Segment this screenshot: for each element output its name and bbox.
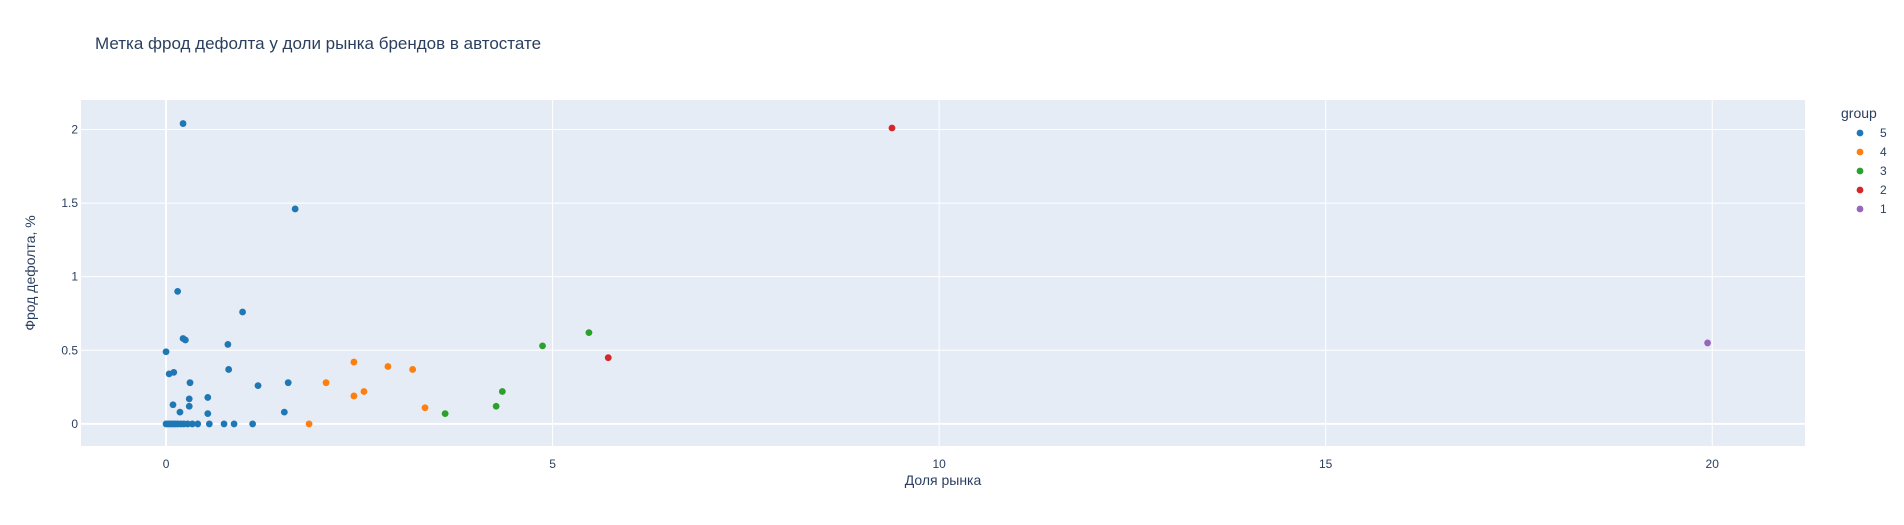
- y-tick-label: 0.5: [61, 343, 78, 357]
- scatter-point[interactable]: [179, 120, 187, 127]
- y-tick-label: 2: [71, 122, 78, 136]
- scatter-point[interactable]: [384, 363, 392, 370]
- scatter-point[interactable]: [539, 342, 546, 350]
- x-tick-label: 0: [163, 457, 170, 471]
- scatter-point[interactable]: [186, 379, 194, 387]
- series-5: [162, 120, 299, 428]
- legend-title: group: [1841, 105, 1877, 121]
- scatter-point[interactable]: [441, 410, 449, 418]
- scatter-point[interactable]: [350, 358, 358, 366]
- scatter-point[interactable]: [162, 348, 170, 356]
- scatter-point[interactable]: [174, 288, 182, 295]
- scatter-point[interactable]: [204, 394, 212, 401]
- series-1: [1704, 339, 1711, 347]
- data-points: [162, 120, 1711, 428]
- scatter-point[interactable]: [225, 366, 233, 373]
- x-tick-label: 5: [549, 457, 556, 471]
- legend-marker: [1856, 167, 1864, 175]
- gridlines: [81, 100, 1805, 446]
- scatter-point[interactable]: [322, 379, 330, 387]
- scatter-point[interactable]: [291, 205, 299, 213]
- scatter-point[interactable]: [604, 354, 612, 362]
- legend-item-2[interactable]: 2: [1856, 183, 1887, 197]
- plot-area: [81, 100, 1805, 446]
- scatter-point[interactable]: [239, 308, 246, 316]
- scatter-point[interactable]: [165, 370, 173, 378]
- scatter-point[interactable]: [220, 420, 228, 428]
- y-tick-label: 0: [71, 417, 78, 431]
- legend[interactable]: group 5 4 3 2 1: [1841, 105, 1887, 216]
- scatter-point[interactable]: [181, 336, 189, 344]
- legend-marker: [1856, 129, 1864, 137]
- x-tick-label: 20: [1706, 457, 1720, 471]
- series-3: [441, 329, 593, 418]
- chart-title: Метка фрод дефолта у доли рынка брендов …: [95, 34, 541, 53]
- y-tick-label: 1.5: [61, 196, 78, 210]
- scatter-point[interactable]: [421, 404, 429, 412]
- scatter-point[interactable]: [305, 420, 313, 428]
- scatter-point[interactable]: [350, 392, 358, 400]
- legend-marker: [1856, 186, 1864, 194]
- scatter-point[interactable]: [254, 382, 262, 390]
- legend-label: 3: [1880, 164, 1887, 178]
- scatter-point[interactable]: [585, 329, 593, 337]
- legend-label: 1: [1880, 202, 1887, 216]
- legend-marker: [1856, 148, 1864, 156]
- scatter-point[interactable]: [284, 379, 292, 387]
- scatter-point[interactable]: [194, 420, 202, 428]
- scatter-point[interactable]: [185, 395, 193, 403]
- legend-label: 4: [1880, 145, 1887, 159]
- series-4: [305, 358, 429, 428]
- scatter-point[interactable]: [185, 402, 193, 410]
- legend-item-1[interactable]: 1: [1856, 202, 1887, 216]
- legend-item-4[interactable]: 4: [1856, 145, 1887, 159]
- scatter-point[interactable]: [280, 408, 288, 416]
- scatter-point[interactable]: [249, 420, 257, 428]
- scatter-point[interactable]: [1704, 339, 1711, 347]
- scatter-point[interactable]: [888, 124, 896, 132]
- legend-item-5[interactable]: 5: [1856, 126, 1887, 140]
- scatter-point[interactable]: [188, 420, 196, 428]
- scatter-point[interactable]: [205, 420, 213, 428]
- scatter-point[interactable]: [492, 402, 500, 410]
- y-axis-title: Фрод дефолта, %: [22, 215, 38, 330]
- x-tick-label: 10: [932, 457, 946, 471]
- scatter-point[interactable]: [360, 388, 368, 395]
- scatter-point[interactable]: [204, 410, 212, 418]
- legend-marker: [1856, 205, 1864, 213]
- scatter-point[interactable]: [409, 366, 417, 373]
- scatter-point[interactable]: [498, 388, 506, 395]
- legend-item-3[interactable]: 3: [1856, 164, 1887, 178]
- x-axis-title: Доля рынка: [905, 472, 982, 488]
- y-tick-label: 1: [71, 270, 78, 284]
- series-2: [604, 124, 896, 362]
- scatter-point[interactable]: [176, 408, 184, 416]
- axis-ticks: 0 5 10 15 20 0 0.5 1 1.5 2: [61, 122, 1719, 471]
- scatter-point[interactable]: [169, 401, 177, 409]
- scatter-point[interactable]: [224, 341, 232, 348]
- legend-label: 2: [1880, 183, 1887, 197]
- x-tick-label: 15: [1319, 457, 1333, 471]
- scatter-point[interactable]: [230, 420, 238, 428]
- legend-label: 5: [1880, 126, 1887, 140]
